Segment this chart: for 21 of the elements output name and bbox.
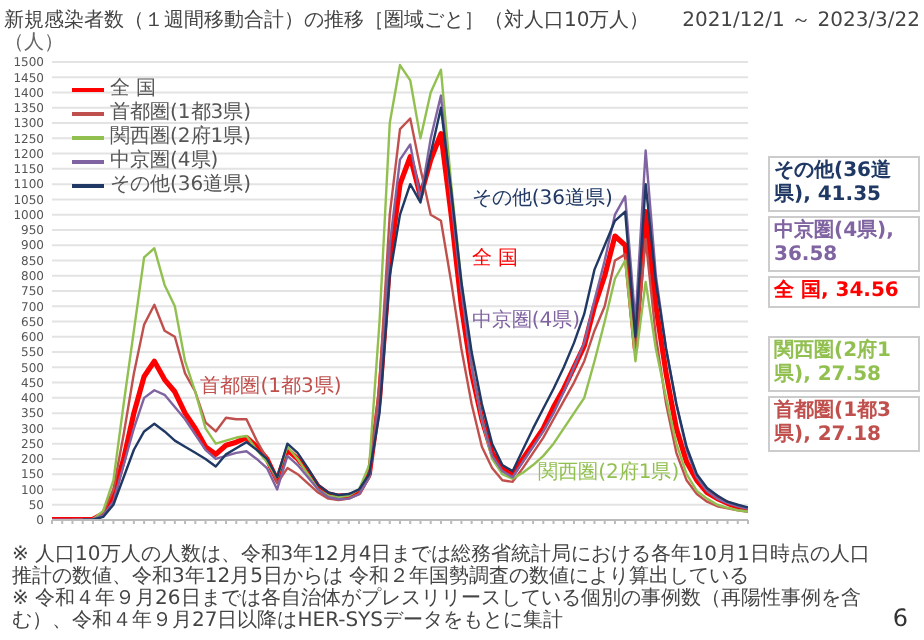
annotation: 中京圏(4県) (471, 309, 580, 334)
y-axis-title: （人） (4, 30, 64, 56)
text: 首都圏(1都3県), 27.18 (768, 396, 920, 452)
legend-label: 関西圏(2府1県) (110, 126, 252, 149)
text: 6 (892, 604, 908, 632)
annotation: 首都圏(1都3県) (200, 376, 342, 401)
text: 関西圏(2府1県), 27.58 (768, 336, 920, 392)
annotation: 全 国 (471, 248, 518, 273)
legend-label: 全 国 (110, 78, 157, 101)
chart-title: 新規感染者数（１週間移動合計）の推移［圏域ごと］（対人口10万人） (4, 7, 650, 32)
text: 全 国, 34.56 (768, 276, 920, 308)
legend-label: その他(36道県) (110, 174, 252, 198)
legend-label: 首都圏(1都3県) (110, 102, 252, 125)
text: 中京圏(4県), 36.58 (768, 216, 920, 272)
text: ※ 人口10万人の人数は、令和3年12月4日までは総務省統計局における各年10月1日時点の人口推計の数値、令和3年12月5日からは 令和２年国勢調査の数値により算出している (12, 544, 872, 588)
text: その他(36道県), 41.35 (768, 156, 920, 212)
text: 2021/12/1 ～ 2023/3/22 (682, 8, 920, 34)
text: ※ 令和４年９月26日までは各自治体がプレスリリースしている個別の事例数（再陽性事例を含む）、令和４年９月27日以降はHER-SYSデータをもとに集計 (12, 588, 863, 632)
annotation: その他(36道県) (471, 187, 613, 212)
annotation: 関西圏(2府1県) (538, 462, 680, 487)
legend-label: 中京圏(4県) (110, 150, 219, 174)
